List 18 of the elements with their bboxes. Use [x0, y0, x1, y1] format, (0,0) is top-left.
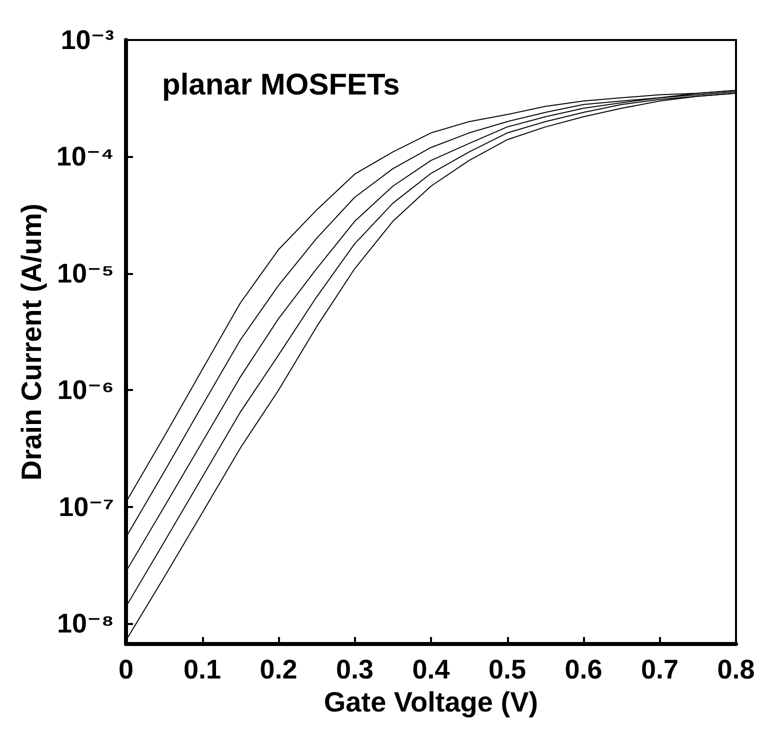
y-axis-title: Drain Current (A/um) — [16, 204, 47, 480]
x-tick-label: 0 — [118, 654, 134, 684]
x-axis-title: Gate Voltage (V) — [324, 686, 538, 718]
y-tick-label: 10⁻⁸ — [56, 608, 114, 639]
y-tick-label: 10⁻⁶ — [57, 375, 114, 406]
x-tick-label: 0.4 — [412, 654, 450, 684]
x-tick-label: 0.2 — [260, 654, 298, 684]
y-tick-label: 10⁻⁵ — [57, 258, 114, 288]
y-tick-label: 10⁻³ — [60, 25, 114, 55]
x-tick-label: 0.6 — [564, 654, 602, 684]
x-tick-label: 0.8 — [717, 654, 755, 684]
x-tick-label: 0.7 — [640, 654, 679, 684]
x-tick-label: 0.5 — [488, 654, 526, 684]
x-tick-label: 0.1 — [183, 654, 222, 684]
annotation: planar MOSFETs — [162, 68, 400, 102]
x-tick-label: 0.3 — [336, 654, 374, 684]
y-tick-label: 10⁻⁴ — [56, 142, 114, 172]
y-tick-label: 10⁻⁷ — [58, 492, 114, 522]
